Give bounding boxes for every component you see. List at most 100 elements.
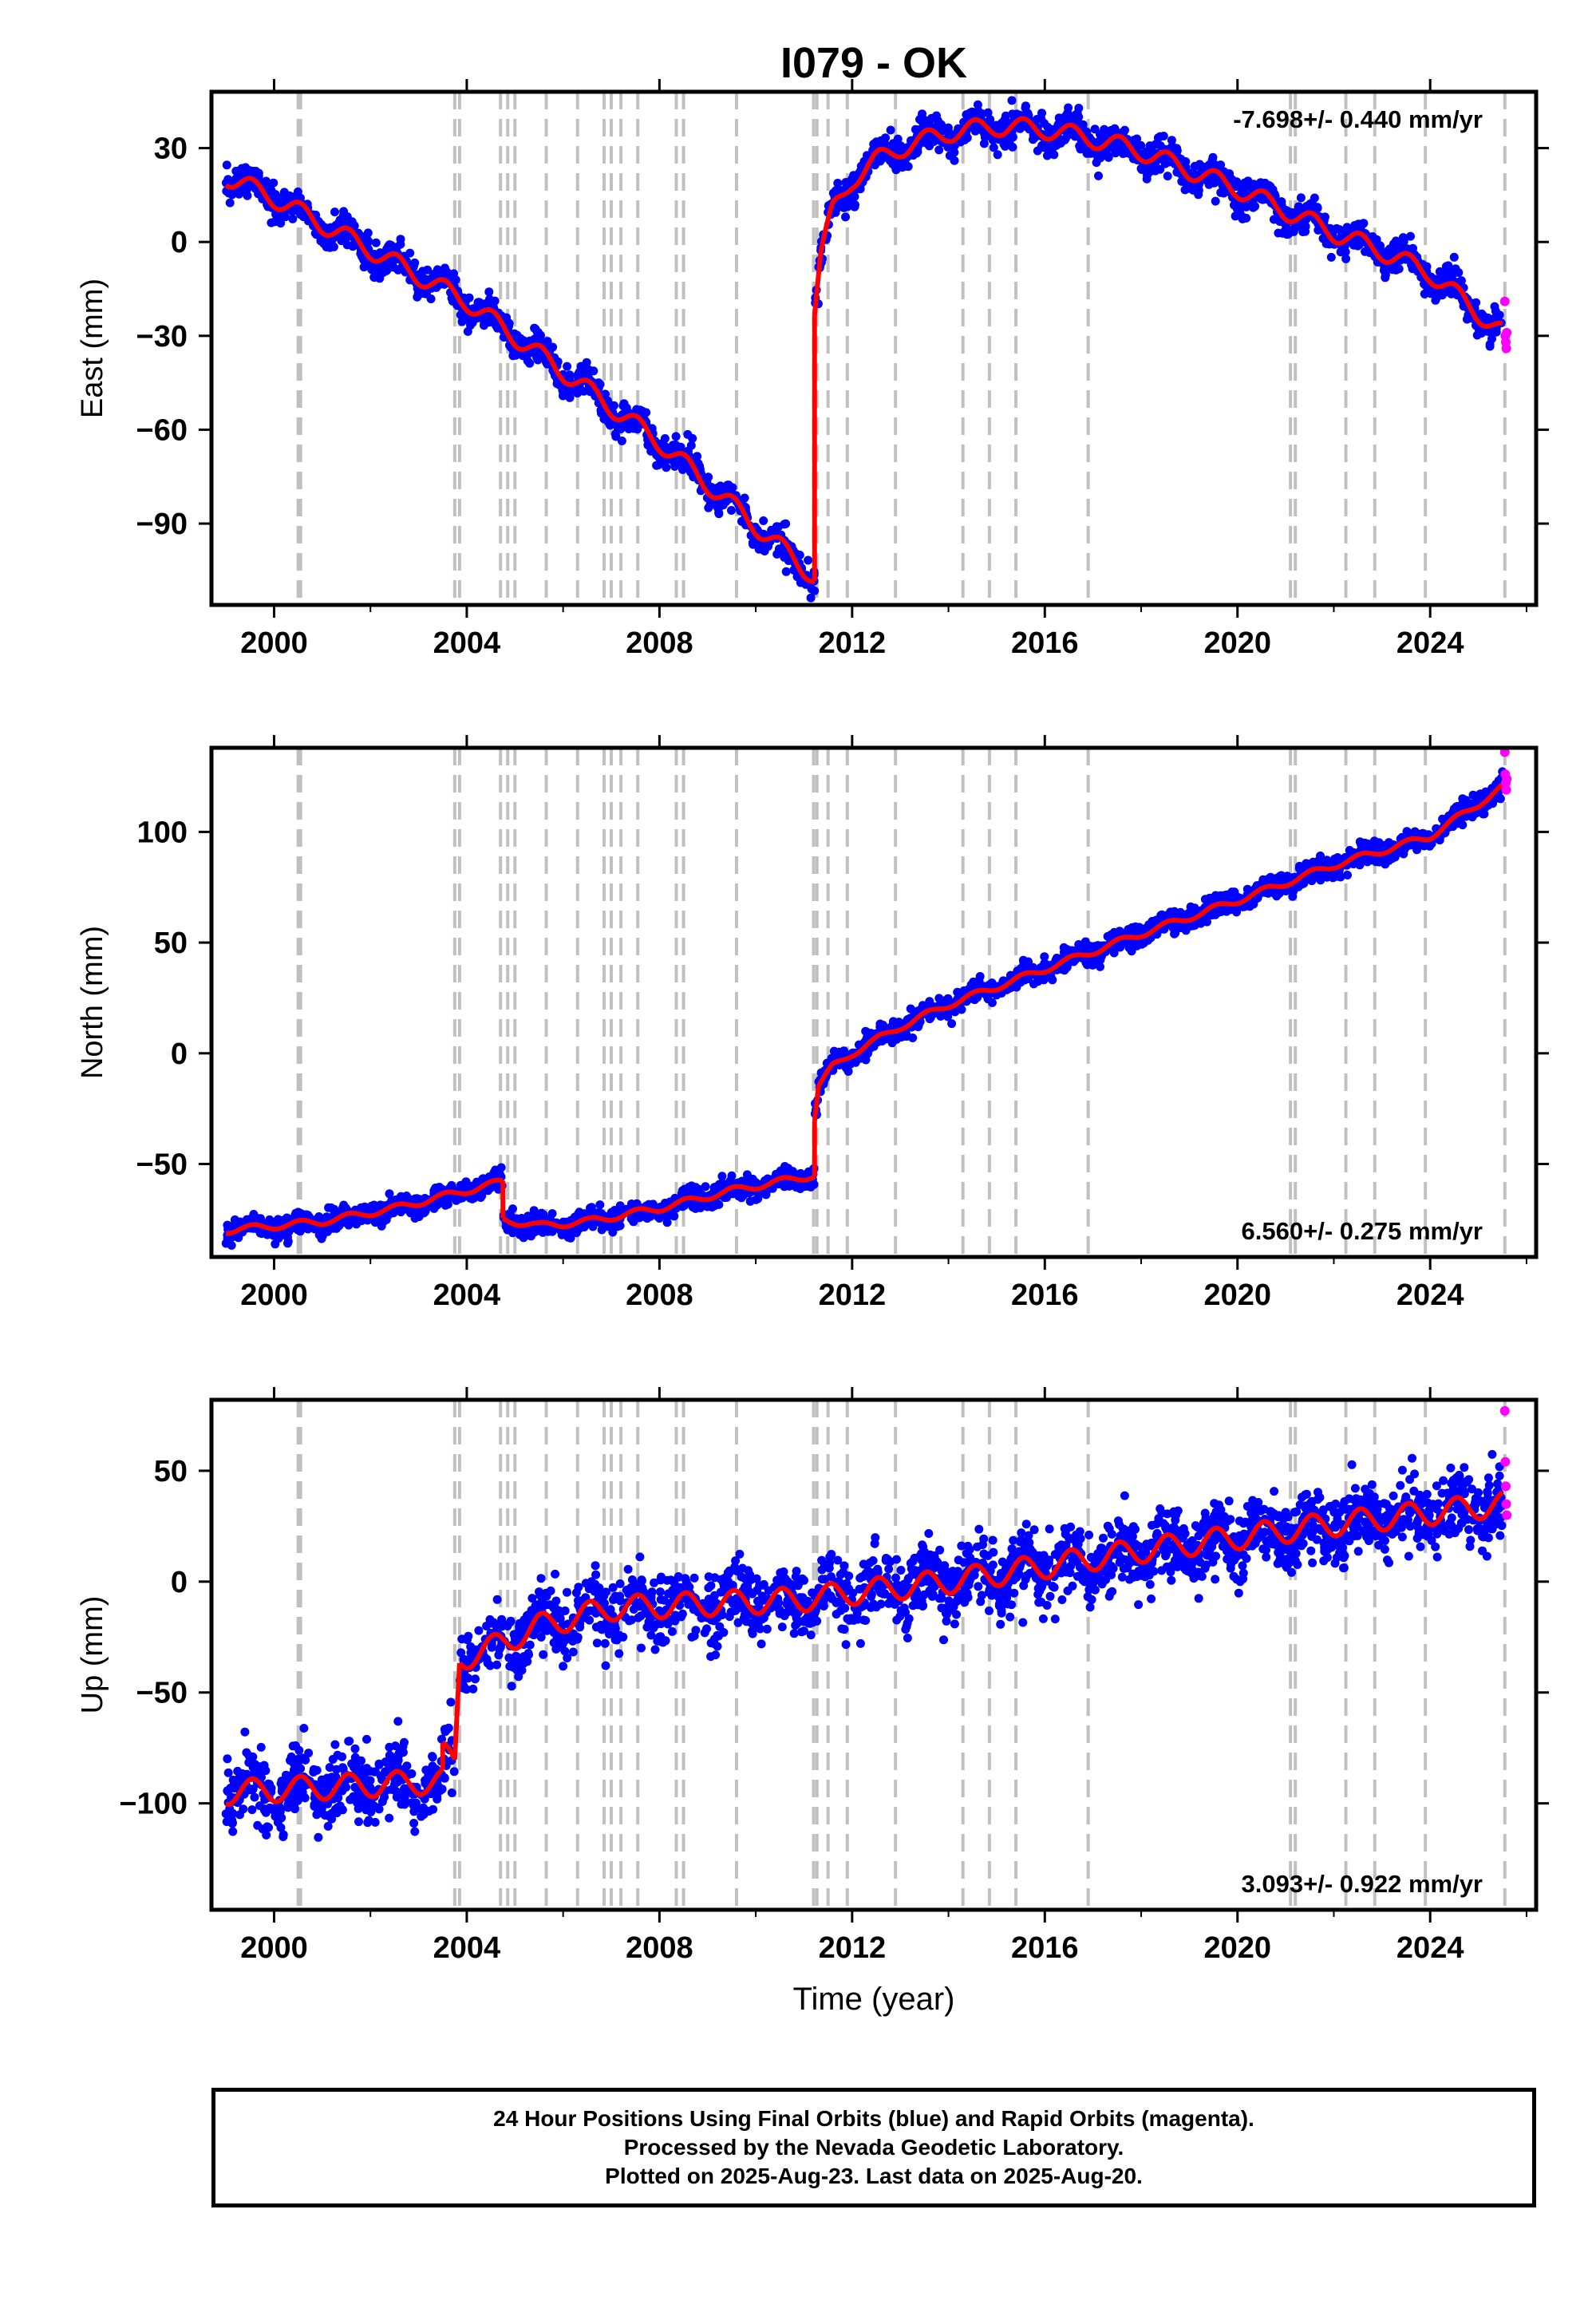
final-orbit-point — [396, 235, 405, 244]
y-tick-label: 0 — [171, 226, 188, 259]
final-orbit-point — [947, 1019, 957, 1029]
final-orbit-point — [381, 261, 391, 271]
final-orbit-point — [989, 143, 998, 152]
final-orbit-point — [714, 486, 724, 496]
final-orbit-point — [993, 150, 1002, 160]
panels: 2000 2004 2008 2012 2016 2020 2024300−30−60−90… — [76, 79, 1549, 2017]
final-orbit-point — [727, 506, 736, 515]
final-orbit-point — [1008, 142, 1017, 152]
final-orbit-point — [1388, 265, 1397, 275]
model-fit-line — [223, 176, 816, 584]
final-orbit-point — [342, 212, 352, 221]
final-orbit-point — [804, 555, 813, 565]
final-orbit-point — [1296, 193, 1306, 203]
final-orbit-point — [371, 238, 381, 247]
final-orbit-point — [410, 1214, 420, 1223]
model-fit-line — [812, 116, 1504, 330]
final-orbit-point — [662, 1218, 672, 1227]
y-tick-label: −90 — [136, 508, 188, 541]
final-orbit-point — [950, 156, 959, 165]
final-orbit-point — [806, 593, 816, 603]
final-orbit-point — [508, 1204, 517, 1214]
final-orbit-point — [660, 434, 670, 443]
final-orbit-point — [1246, 180, 1255, 190]
final-orbit-point — [484, 297, 493, 306]
rapid-orbit-point — [1502, 327, 1512, 338]
final-orbit-point — [921, 138, 930, 148]
final-orbit-point — [288, 214, 298, 223]
final-orbit-point — [1021, 101, 1030, 111]
final-orbit-point — [609, 401, 618, 410]
final-orbit-point — [1332, 223, 1341, 233]
final-orbit-point — [1117, 144, 1127, 153]
final-orbit-point — [833, 179, 843, 188]
final-orbit-point — [1111, 148, 1120, 158]
final-orbit-point — [302, 1210, 311, 1219]
final-orbit-point — [745, 1196, 755, 1206]
final-orbit-point — [1167, 136, 1176, 145]
final-orbit-point — [1336, 872, 1345, 882]
final-orbit-point — [269, 178, 279, 188]
final-orbit-point — [222, 160, 231, 170]
final-orbit-point — [463, 326, 472, 336]
final-orbit-point — [1376, 241, 1385, 251]
final-orbit-point — [363, 228, 373, 238]
final-orbit-point — [365, 262, 375, 271]
rapid-orbit-point — [1499, 296, 1510, 306]
plot-frame — [209, 89, 1539, 607]
final-orbit-point — [290, 206, 298, 215]
x-tick-label: 2000 — [240, 626, 308, 660]
final-orbit-point — [225, 198, 235, 207]
final-orbit-point — [565, 393, 575, 402]
final-orbit-point — [1449, 252, 1459, 262]
final-orbit-point — [558, 385, 567, 395]
final-orbit-point — [1211, 196, 1220, 206]
x-tick-label: 2008 — [626, 626, 693, 660]
final-orbit-point — [1238, 212, 1248, 222]
final-orbit-point — [1432, 275, 1441, 284]
final-orbit-point — [759, 516, 768, 525]
final-orbit-point — [1446, 287, 1456, 297]
final-orbit-point — [1288, 891, 1298, 901]
final-orbit-point — [1431, 295, 1440, 305]
final-orbit-point — [271, 190, 280, 200]
final-orbit-point — [1321, 239, 1331, 248]
final-orbit-point — [1341, 254, 1351, 263]
final-orbit-point — [1227, 887, 1237, 897]
final-orbit-point — [1156, 164, 1165, 174]
final-orbit-point — [1209, 159, 1219, 168]
final-orbit-point — [1180, 185, 1190, 195]
final-orbit-point — [1071, 110, 1080, 120]
final-orbit-point — [1422, 262, 1432, 271]
x-tick-label: 2012 — [819, 626, 887, 660]
y-tick-label: −60 — [136, 413, 188, 447]
final-orbit-point — [903, 162, 913, 172]
final-orbit-point — [1064, 130, 1073, 140]
final-orbit-point — [1472, 330, 1482, 340]
y-axis-label: East (mm) — [76, 279, 109, 418]
final-orbit-point — [276, 219, 286, 228]
final-orbit-point — [1187, 181, 1196, 190]
x-tick-label: 2016 — [1011, 626, 1079, 660]
final-orbit-point — [279, 188, 289, 197]
x-tick-label: 2004 — [433, 626, 501, 660]
final-orbit-point — [1012, 109, 1021, 119]
final-orbit-point — [1326, 252, 1336, 262]
final-orbit-point — [235, 170, 244, 180]
plot-area-north — [221, 748, 1512, 1257]
final-orbit-point — [563, 362, 572, 371]
final-orbit-point — [1316, 851, 1325, 860]
final-orbit-point — [893, 134, 903, 144]
final-orbit-point — [886, 125, 895, 135]
final-orbit-point — [1353, 241, 1362, 251]
final-orbit-point — [1290, 223, 1300, 232]
final-orbit-point — [1015, 124, 1025, 133]
final-orbit-point — [330, 207, 339, 217]
final-orbit-point — [781, 567, 791, 576]
final-orbit-point — [610, 429, 620, 439]
final-orbit-point — [615, 1221, 625, 1231]
final-orbit-point — [1444, 261, 1453, 271]
final-orbit-point — [480, 318, 489, 327]
final-orbit-point — [740, 493, 749, 503]
final-orbit-point — [320, 223, 330, 232]
